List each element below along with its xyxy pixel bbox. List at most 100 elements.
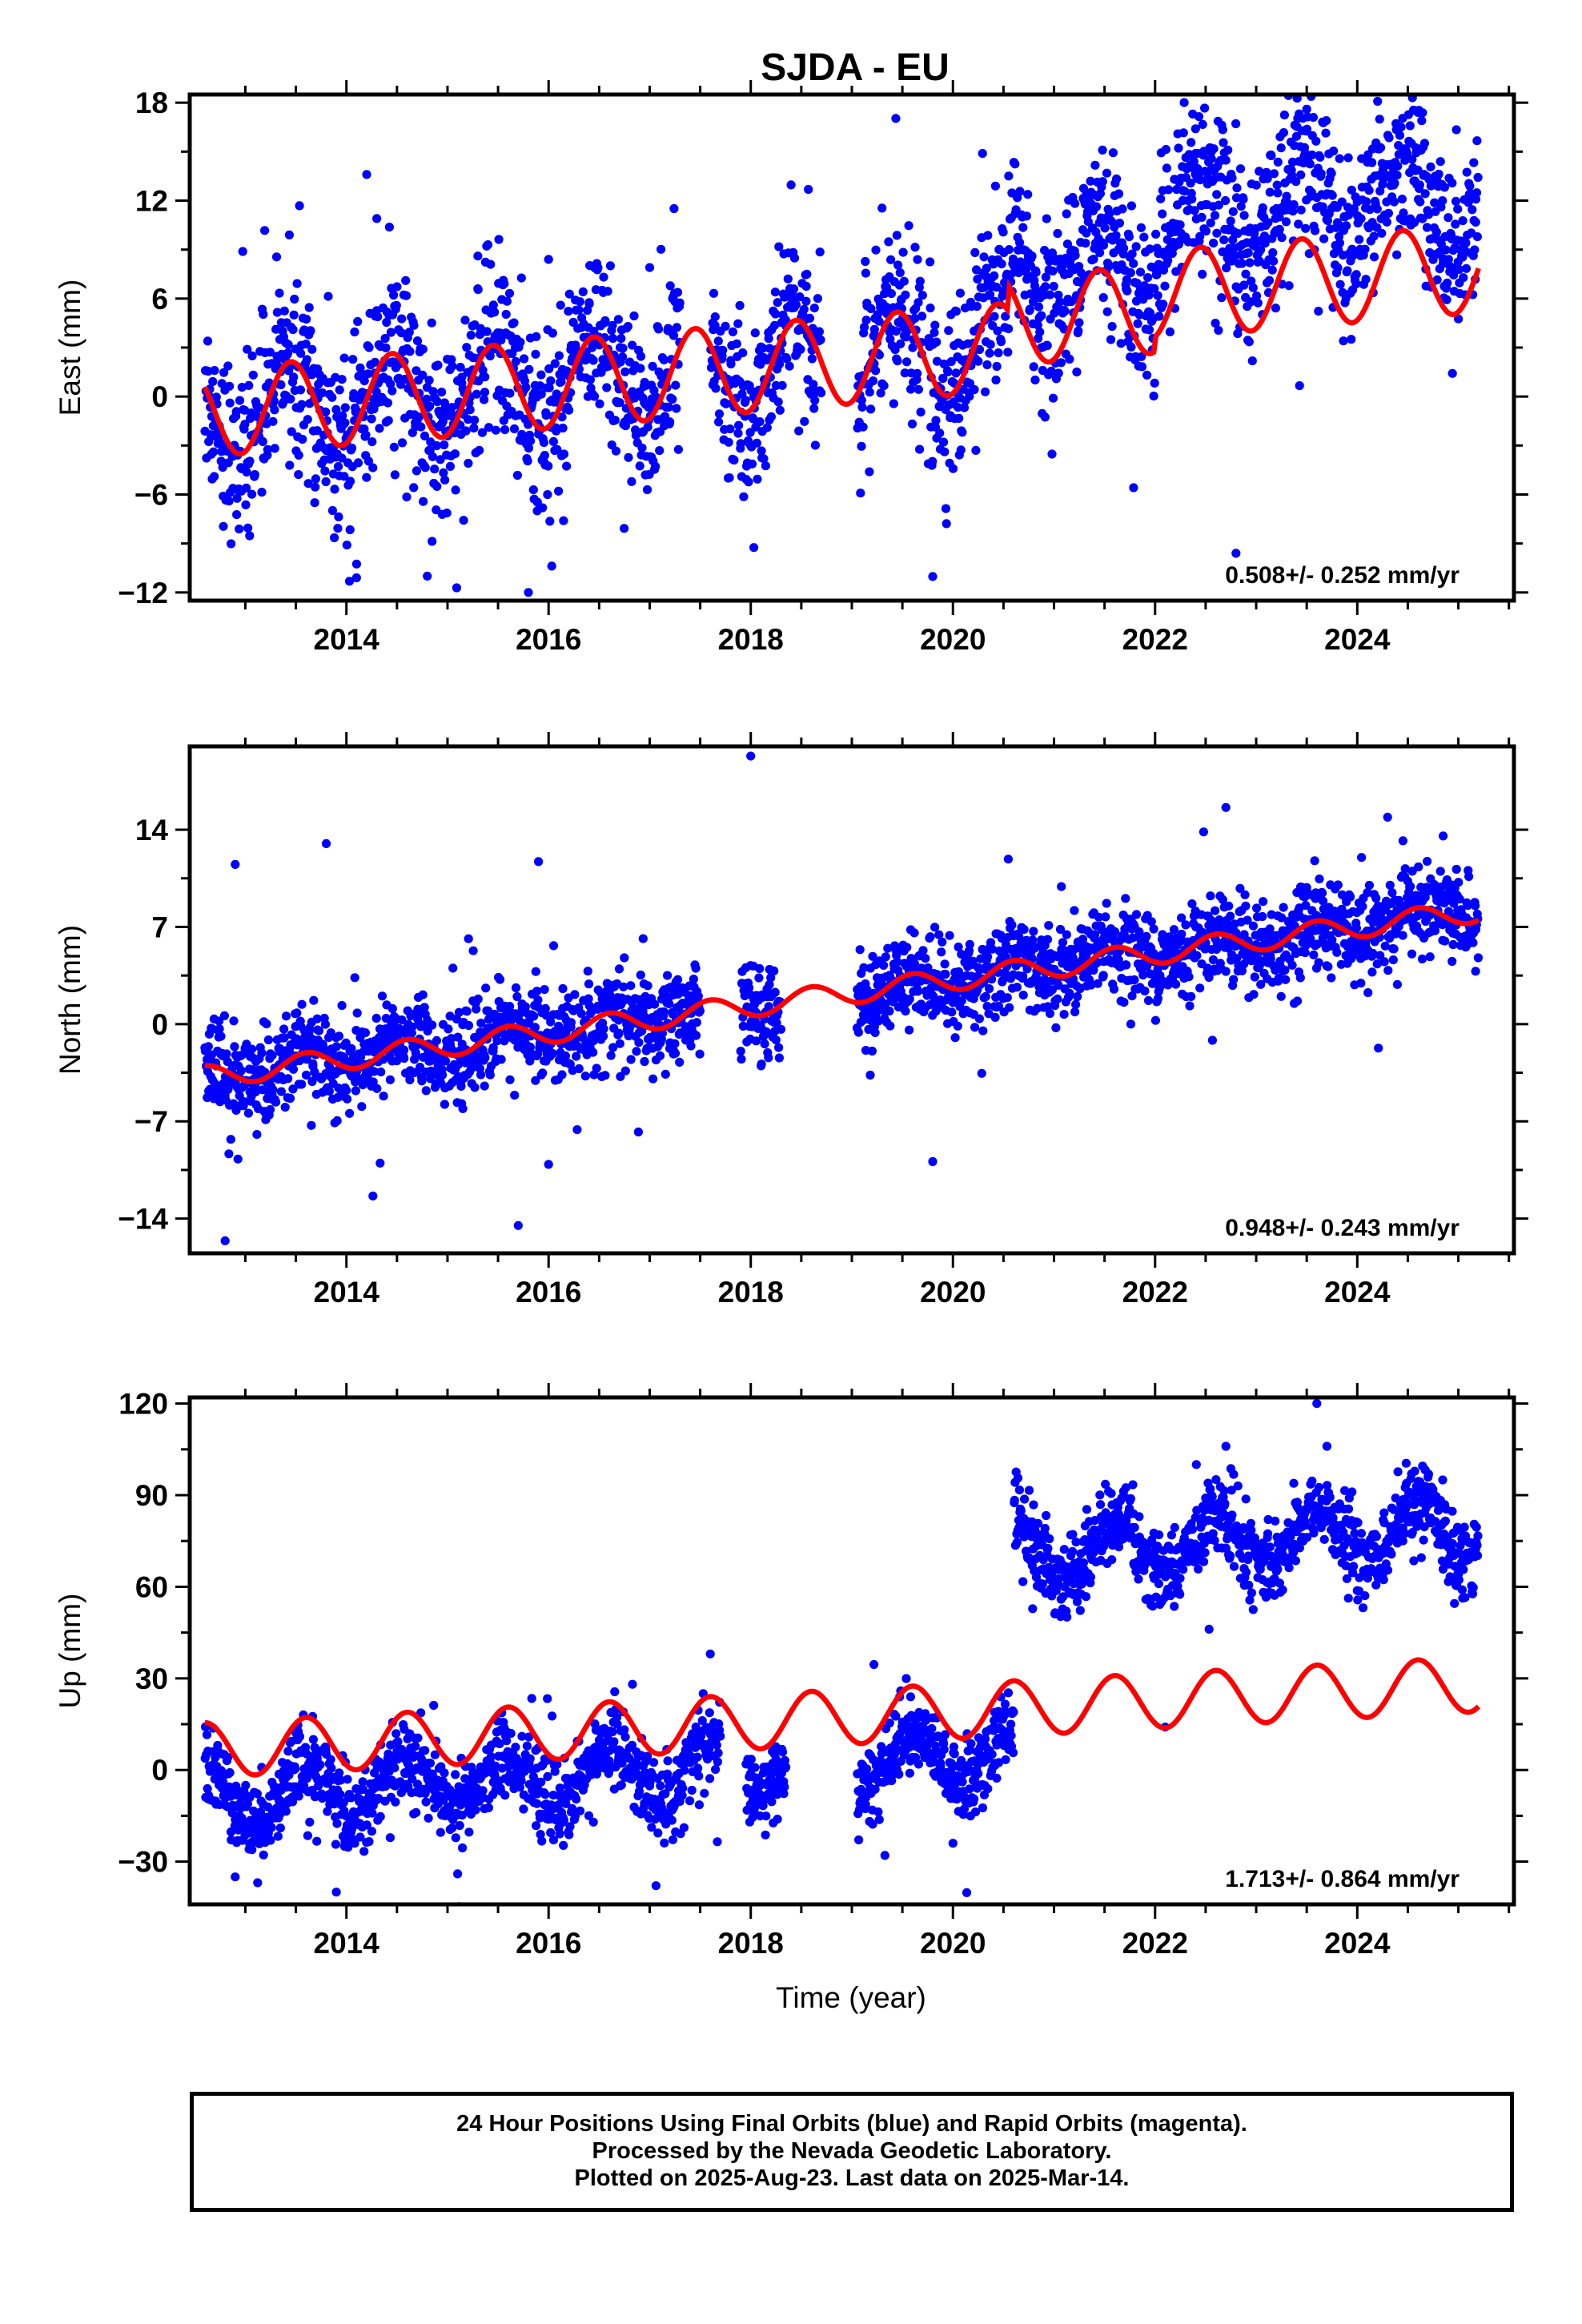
data-point	[891, 327, 901, 336]
data-point	[417, 1076, 427, 1086]
data-point	[1218, 895, 1227, 904]
data-point	[327, 505, 337, 516]
data-point	[289, 372, 299, 382]
data-point	[913, 298, 923, 308]
data-point	[771, 1035, 781, 1045]
data-point	[538, 1068, 548, 1078]
data-point	[1363, 888, 1372, 898]
data-point	[1323, 962, 1333, 971]
data-point	[1316, 169, 1326, 179]
data-point	[1423, 857, 1432, 866]
data-point	[804, 184, 813, 195]
data-point	[1227, 173, 1237, 183]
data-point	[884, 237, 893, 247]
data-point	[251, 1088, 260, 1097]
data-point	[724, 437, 733, 447]
data-point	[1291, 131, 1301, 141]
data-point	[946, 357, 956, 367]
data-point	[295, 385, 305, 395]
data-point	[907, 419, 917, 429]
data-point	[1212, 190, 1222, 199]
data-point	[334, 512, 343, 522]
data-point	[1311, 136, 1321, 146]
data-point	[511, 983, 521, 993]
data-point	[881, 952, 890, 962]
data-point	[227, 539, 236, 549]
data-point	[1435, 157, 1445, 167]
data-point	[285, 460, 295, 470]
data-point	[1398, 931, 1407, 940]
data-point	[1231, 549, 1241, 558]
y-tick-label: −12	[118, 577, 168, 609]
data-point	[752, 438, 762, 448]
data-point	[364, 343, 374, 352]
data-point	[691, 963, 701, 973]
data-point	[592, 1063, 601, 1073]
data-point	[472, 1004, 481, 1014]
data-point	[418, 370, 428, 380]
data-point	[938, 937, 947, 947]
data-point	[1126, 201, 1136, 211]
data-point	[1163, 185, 1174, 195]
data-point	[1256, 979, 1266, 989]
data-point	[270, 444, 279, 453]
data-point	[1027, 251, 1037, 261]
data-point	[1414, 862, 1423, 872]
data-point	[1187, 899, 1197, 909]
data-point	[777, 380, 787, 390]
data-point	[992, 283, 1002, 292]
data-point	[665, 999, 674, 1009]
data-point	[603, 287, 612, 296]
data-point	[529, 1011, 539, 1021]
data-point	[468, 946, 478, 955]
data-point	[670, 1039, 680, 1048]
data-point	[982, 263, 991, 273]
data-point	[412, 336, 423, 346]
data-point	[1279, 128, 1288, 138]
data-point	[389, 290, 399, 300]
data-point	[1137, 352, 1146, 361]
data-point	[265, 1105, 275, 1115]
data-point	[1258, 203, 1267, 213]
data-point	[304, 303, 314, 312]
data-point	[554, 351, 564, 360]
data-point	[1131, 242, 1141, 251]
data-point	[1423, 210, 1434, 219]
data-point	[279, 306, 289, 316]
data-point	[524, 588, 533, 597]
data-point	[1233, 228, 1243, 239]
data-point	[340, 418, 350, 428]
data-point	[380, 334, 390, 344]
data-point	[1116, 339, 1126, 348]
data-point	[268, 1085, 278, 1095]
data-point	[855, 945, 865, 955]
data-point	[691, 1031, 701, 1040]
data-point	[940, 447, 950, 456]
data-point	[650, 999, 660, 1009]
data-point	[263, 1035, 273, 1045]
data-point	[432, 441, 442, 451]
data-point	[1322, 116, 1331, 126]
data-point	[1315, 875, 1324, 884]
data-point	[1396, 123, 1406, 132]
data-point	[1229, 975, 1239, 984]
data-point	[1028, 935, 1038, 945]
data-point	[871, 245, 881, 255]
data-point	[1058, 938, 1068, 947]
data-point	[791, 300, 801, 309]
data-point	[536, 389, 546, 399]
data-point	[817, 388, 826, 398]
data-point	[245, 531, 255, 541]
data-point	[865, 1070, 875, 1080]
data-point	[1040, 412, 1050, 422]
data-point	[809, 304, 819, 313]
data-point	[1243, 915, 1252, 925]
data-point	[865, 467, 874, 476]
data-point	[1323, 215, 1332, 226]
data-point	[1377, 228, 1387, 238]
data-point	[1383, 812, 1392, 822]
data-point	[512, 470, 523, 480]
data-point	[312, 426, 322, 436]
data-point	[473, 251, 483, 261]
data-point	[347, 443, 357, 453]
